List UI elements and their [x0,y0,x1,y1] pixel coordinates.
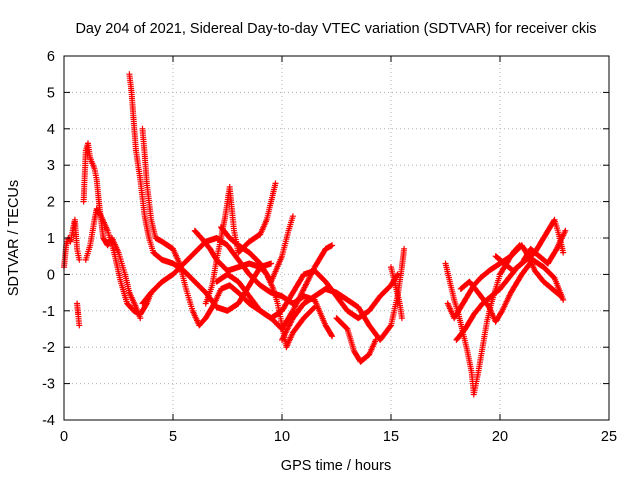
y-tick-label: -2 [42,340,55,356]
y-axis-label: SDTVAR / TECUs [6,180,22,296]
x-axis-label: GPS time / hours [281,458,391,474]
x-tick-label: 5 [169,429,177,445]
x-tick-label: 25 [601,429,617,445]
series-arc-r [457,256,567,325]
series-arc-d [82,205,155,318]
series-points [213,267,401,322]
y-tick-label: 4 [47,122,55,138]
series-arc-s [492,227,569,274]
series-arc-m [333,315,379,365]
y-tick-label: 5 [47,85,55,101]
series-arc-c [80,140,144,322]
y-tick-label: 3 [47,158,55,174]
x-tick-label: 0 [60,429,68,445]
series-points [126,71,275,314]
y-tick-label: 1 [47,231,55,247]
x-axis-ticks: 0 5 10 15 20 25 [60,56,617,445]
series-arc-b [74,300,83,329]
y-tick-label: 2 [47,195,55,211]
series-points [217,213,296,285]
data-points [61,71,569,398]
series-arc-i [202,180,279,307]
series-points [80,140,144,322]
y-tick-label: -1 [42,304,55,320]
series-points [457,256,567,325]
x-tick-label: 10 [274,429,290,445]
y-tick-label: 6 [47,49,55,65]
y-axis-ticks: -4 -3 -2 -1 0 1 2 3 4 5 6 [42,49,609,429]
series-arc-n [388,264,405,322]
y-tick-label: 0 [47,267,55,283]
series-points [74,300,83,329]
y-tick-label: -3 [42,377,55,393]
series-points [202,180,279,307]
series-points [492,227,569,274]
x-tick-label: 20 [492,429,508,445]
series-arc-e [126,71,275,314]
series-points [388,264,405,322]
grid-lines [64,56,609,420]
y-tick-label: -4 [42,413,55,429]
series-arc-j [213,267,401,322]
chart-title: Day 204 of 2021, Sidereal Day-to-day VTE… [75,21,596,37]
series-points [82,205,155,318]
x-tick-label: 15 [383,429,399,445]
series-arc-k [217,213,296,285]
series-points [333,315,379,365]
